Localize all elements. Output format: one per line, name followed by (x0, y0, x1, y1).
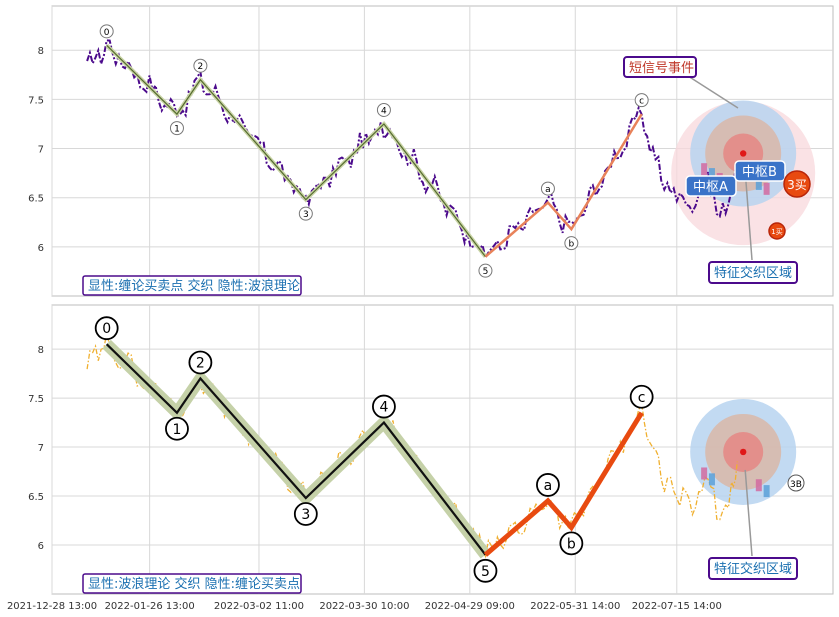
wave-marker-circle (193, 58, 208, 73)
wave-label: 1 (172, 422, 181, 438)
wave-marker-circle (559, 531, 584, 556)
signal-label-box (623, 56, 697, 78)
wave-marker-circle (564, 236, 579, 251)
x-axis: 2021-12-28 13:00 2022-01-26 13:00 2022-03-… (7, 601, 722, 612)
third-buy-label: 3B (790, 480, 802, 490)
y-tick-label: 8 (38, 345, 44, 356)
wave-label: 0 (104, 28, 110, 38)
price-series-line (86, 39, 739, 260)
wave-label: 0 (102, 321, 111, 337)
wave-marker-circle (540, 181, 555, 196)
zone-candle-mark (755, 177, 762, 190)
zone-label-box (708, 557, 798, 580)
impulse-wave-line (105, 343, 487, 556)
wave-marker-circle (169, 121, 184, 136)
wave-marker-circle (536, 473, 560, 497)
x-tick-label: 2021-12-28 13:00 (7, 601, 97, 612)
signal-pointer-line (687, 75, 739, 109)
x-tick-label: 2022-04-29 09:00 (425, 601, 515, 612)
wave-label: b (567, 536, 576, 552)
third-buy-label: 3买 (787, 178, 807, 192)
zone-label-text: 特征交织区域 (714, 561, 792, 577)
zone-candle-mark (708, 473, 715, 486)
wave-marker-circle (629, 384, 654, 409)
third-buy-marker (787, 474, 805, 492)
wave-label: 5 (483, 267, 489, 277)
wave-marker-circle (188, 350, 213, 375)
zone-candle-mark (763, 485, 770, 498)
zone-label-box (708, 261, 798, 284)
x-tick-label: 2022-01-26 13:00 (105, 601, 195, 612)
wave-label: c (638, 390, 646, 406)
y-tick-label: 7.5 (28, 394, 44, 405)
y-tick-label: 6 (38, 243, 44, 254)
legend-text: 显性:缠论买卖点 交织 隐性:波浪理论 (88, 278, 300, 294)
zone-center-dot (739, 448, 747, 456)
correction-wave-line (484, 113, 643, 258)
impulse-wave-line (106, 44, 486, 258)
x-tick-label: 2022-05-31 14:00 (530, 601, 620, 612)
top-panel: 6 6.5 7 7.5 8 0 1 2 3 4 5 a b c 显性:缠论买卖点 交织 隐性:波浪理论 特征交… (28, 5, 834, 297)
wave-label: 3 (301, 507, 310, 523)
wave-label: c (639, 97, 644, 107)
y-tick-label: 7 (38, 145, 44, 156)
legend-box (82, 573, 302, 594)
wave-marker-circle (165, 416, 189, 441)
pivot-a-label: 中枢A (693, 180, 728, 195)
wave-label: 4 (379, 400, 388, 416)
wave-marker-circle (372, 394, 396, 419)
wave-label: 2 (196, 355, 205, 371)
zone-pointer-line (744, 469, 753, 557)
first-buy-label: 1买 (771, 228, 782, 236)
zone-candle-mark (755, 479, 762, 492)
zone-center-dot (739, 150, 747, 157)
wave-label: 1 (174, 125, 180, 135)
zone-pointer-line (744, 171, 753, 261)
zone-candle-mark (701, 467, 708, 480)
pivot-b-box (734, 160, 786, 182)
wave-marker-circle (376, 102, 391, 117)
signal-label-text: 短信号事件 (629, 61, 694, 76)
wave-marker-circle (99, 24, 114, 39)
wave-marker-circle (94, 316, 119, 341)
y-tick-label: 7 (38, 443, 44, 454)
bottom-panel: 6 6.5 7 7.5 8 0 1 2 3 4 5 a b c 显性:波浪理论 交织 隐性:缠论买卖点 特征交… (28, 304, 834, 595)
correction-wave-line (483, 411, 644, 557)
y-tick-label: 6.5 (28, 492, 44, 503)
x-tick-label: 2022-03-02 11:00 (214, 601, 304, 612)
x-tick-label: 2022-03-30 10:00 (319, 601, 409, 612)
x-tick-label: 2022-07-15 14:00 (632, 601, 722, 612)
pivot-a-box (685, 175, 737, 197)
wave-label: a (545, 185, 551, 195)
first-buy-marker (768, 222, 786, 240)
wave-label: 5 (481, 564, 490, 580)
y-tick-label: 8 (38, 46, 44, 57)
zone-candle-mark (763, 182, 770, 195)
zone-candle-mark (708, 168, 715, 181)
wave-marker-circle (293, 502, 318, 526)
wave-label: b (569, 240, 575, 250)
wave-marker-circle (473, 558, 498, 583)
wave-label: 4 (381, 106, 387, 116)
legend-box (82, 275, 302, 296)
wave-label: a (544, 478, 553, 494)
zone-candle-mark (701, 163, 708, 176)
zone-label-text: 特征交织区域 (714, 265, 792, 281)
wave-marker-circle (478, 263, 493, 278)
wave-marker-circle (298, 206, 313, 221)
pivot-b-label: 中枢B (742, 165, 777, 180)
y-tick-label: 7.5 (28, 95, 44, 106)
y-tick-label: 6 (38, 541, 44, 552)
wave-label: 3 (303, 210, 309, 220)
third-buy-marker (783, 170, 811, 198)
y-tick-label: 6.5 (28, 194, 44, 205)
wave-label: 2 (198, 62, 204, 72)
legend-text: 显性:波浪理论 交织 隐性:缠论买卖点 (88, 576, 300, 592)
wave-marker-circle (634, 93, 649, 108)
